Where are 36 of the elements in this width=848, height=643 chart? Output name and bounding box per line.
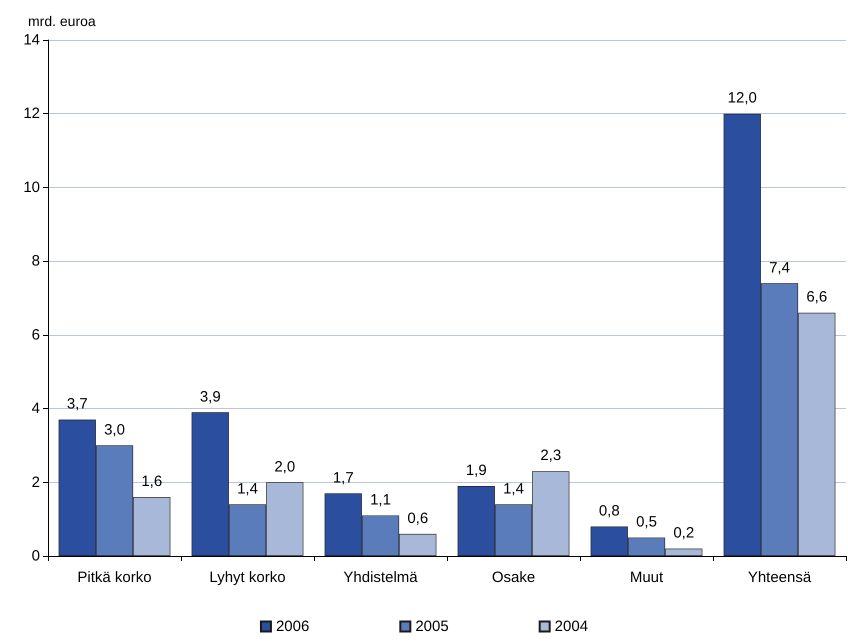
data-label: 2,3 xyxy=(540,447,562,464)
y-axis-title: mrd. euroa xyxy=(28,13,96,29)
data-label: 12,0 xyxy=(728,90,757,107)
x-tick-label: Muut xyxy=(630,569,664,586)
data-label: 0,6 xyxy=(407,510,428,527)
y-tick-label: 14 xyxy=(23,32,40,48)
x-tick-label: Yhdistelmä xyxy=(343,569,418,586)
y-tick-label: 10 xyxy=(23,178,40,196)
legend-label: 2005 xyxy=(415,618,449,635)
data-label: 1,1 xyxy=(370,491,391,508)
data-label: 2,0 xyxy=(274,458,296,476)
data-label: 3,0 xyxy=(104,421,125,438)
data-label: 1,7 xyxy=(332,469,354,486)
y-tick-label: 12 xyxy=(23,105,40,122)
y-tick-label: 0 xyxy=(32,548,40,564)
x-tick-label: Pitkä korko xyxy=(77,569,152,586)
data-label: 1,4 xyxy=(503,480,524,498)
data-label: 0,5 xyxy=(636,514,657,531)
data-label: 0,8 xyxy=(598,502,620,520)
x-tick-label: Yhteensä xyxy=(748,569,812,586)
y-tick-label: 2 xyxy=(32,474,40,491)
y-tick-label: 6 xyxy=(32,326,40,344)
data-label: 1,6 xyxy=(141,473,162,490)
legend-label: 2006 xyxy=(276,618,310,635)
data-label: 3,9 xyxy=(200,388,221,406)
x-tick-label: Lyhyt korko xyxy=(209,569,286,586)
data-label: 6,6 xyxy=(806,288,828,306)
x-tick-label: Osake xyxy=(492,569,536,586)
y-tick-label: 8 xyxy=(32,252,40,270)
data-label: 3,7 xyxy=(66,396,88,413)
data-label: 0,2 xyxy=(673,524,694,542)
y-tick-label: 4 xyxy=(32,400,40,418)
legend-label: 2004 xyxy=(554,618,588,635)
data-label: 1,4 xyxy=(237,480,258,498)
data-label: 1,9 xyxy=(466,462,487,479)
data-label: 7,4 xyxy=(769,259,790,276)
